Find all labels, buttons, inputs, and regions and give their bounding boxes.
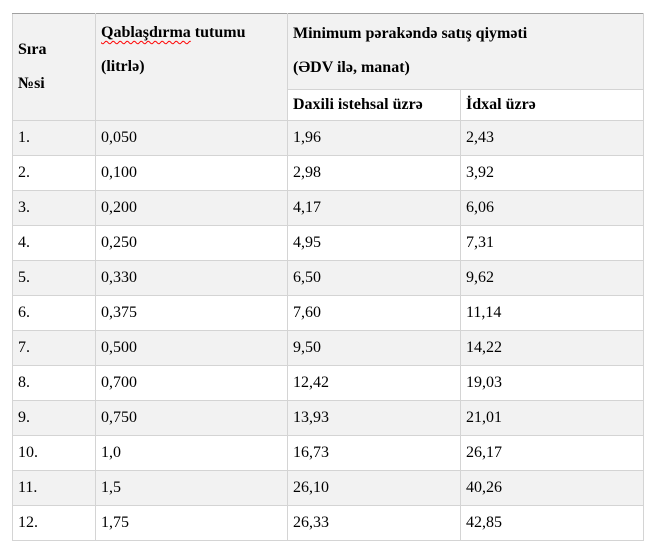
import-price-cell: 3,92 [460, 155, 644, 191]
domestic-price-cell: 26,33 [287, 505, 461, 541]
row-number-cell: 10. [12, 435, 96, 471]
header-row-main: Sıra №si Qablaşdırma tutumu (litrlə) Min… [12, 13, 644, 121]
table-row: 12. 1,75 26,33 42,85 [12, 505, 644, 541]
row-number-cell: 12. [12, 505, 96, 541]
capacity-cell: 0,750 [95, 400, 288, 436]
import-price-cell: 2,43 [460, 120, 644, 156]
row-number-cell: 7. [12, 330, 96, 366]
table-header: Sıra №si Qablaşdırma tutumu (litrlə) Min… [12, 13, 644, 122]
domestic-price-cell: 4,95 [287, 225, 461, 261]
import-price-cell: 21,01 [460, 400, 644, 436]
row-number-cell: 4. [12, 225, 96, 261]
capacity-cell: 0,375 [95, 295, 288, 331]
table-row: 1. 0,050 1,96 2,43 [12, 120, 644, 156]
capacity-cell: 0,330 [95, 260, 288, 296]
min-retail-price-table: Sıra №si Qablaşdırma tutumu (litrlə) Min… [12, 13, 644, 541]
row-number-cell: 9. [12, 400, 96, 436]
import-price-cell: 19,03 [460, 365, 644, 401]
domestic-price-cell: 12,42 [287, 365, 461, 401]
table-row: 8. 0,700 12,42 19,03 [12, 365, 644, 401]
capacity-header-unit: (litrlə) [101, 58, 145, 75]
capacity-cell: 1,5 [95, 470, 288, 506]
domestic-price-cell: 16,73 [287, 435, 461, 471]
row-number-cell: 6. [12, 295, 96, 331]
domestic-price-cell: 7,60 [287, 295, 461, 331]
header-row-sub: Daxili istehsal üzrə İdxal üzrə [13, 88, 644, 122]
col-header-capacity: Qablaşdırma tutumu (litrlə) [95, 13, 288, 121]
import-price-cell: 11,14 [460, 295, 644, 331]
import-price-cell: 42,85 [460, 505, 644, 541]
capacity-cell: 0,700 [95, 365, 288, 401]
domestic-price-cell: 9,50 [287, 330, 461, 366]
table-row: 2. 0,100 2,98 3,92 [12, 155, 644, 191]
domestic-price-cell: 2,98 [287, 155, 461, 191]
table-row: 4. 0,250 4,95 7,31 [12, 225, 644, 261]
capacity-cell: 0,050 [95, 120, 288, 156]
import-price-cell: 7,31 [460, 225, 644, 261]
domestic-price-cell: 6,50 [287, 260, 461, 296]
table-body: 1. 0,050 1,96 2,43 2. 0,100 2,98 3,92 3.… [12, 120, 644, 541]
domestic-price-cell: 13,93 [287, 400, 461, 436]
domestic-price-cell: 26,10 [287, 470, 461, 506]
col-header-row-number: Sıra №si [12, 13, 96, 121]
row-number-cell: 1. [12, 120, 96, 156]
import-price-cell: 26,17 [460, 435, 644, 471]
table-row: 11. 1,5 26,10 40,26 [12, 470, 644, 506]
capacity-header-misspelled-word: Qablaşdırma [101, 24, 191, 41]
row-number-cell: 2. [12, 155, 96, 191]
row-number-cell: 3. [12, 190, 96, 226]
col-header-price-group: Minimum pərakəndə satış qiyməti (ƏDV ilə… [287, 13, 644, 90]
table-row: 3. 0,200 4,17 6,06 [12, 190, 644, 226]
row-number-cell: 8. [12, 365, 96, 401]
table-row: 6. 0,375 7,60 11,14 [12, 295, 644, 331]
capacity-cell: 1,0 [95, 435, 288, 471]
capacity-cell: 0,100 [95, 155, 288, 191]
capacity-cell: 0,500 [95, 330, 288, 366]
table-row: 7. 0,500 9,50 14,22 [12, 330, 644, 366]
table-row: 10. 1,0 16,73 26,17 [12, 435, 644, 471]
col-header-domestic: Daxili istehsal üzrə [287, 88, 461, 122]
import-price-cell: 6,06 [460, 190, 644, 226]
capacity-cell: 0,200 [95, 190, 288, 226]
import-price-cell: 9,62 [460, 260, 644, 296]
capacity-header-rest: tutumu [190, 24, 246, 41]
import-price-cell: 40,26 [460, 470, 644, 506]
row-number-cell: 11. [12, 470, 96, 506]
table-row: 5. 0,330 6,50 9,62 [12, 260, 644, 296]
import-price-cell: 14,22 [460, 330, 644, 366]
domestic-price-cell: 4,17 [287, 190, 461, 226]
row-number-cell: 5. [12, 260, 96, 296]
capacity-cell: 0,250 [95, 225, 288, 261]
col-header-import: İdxal üzrə [460, 88, 644, 122]
domestic-price-cell: 1,96 [287, 120, 461, 156]
table-row: 9. 0,750 13,93 21,01 [12, 400, 644, 436]
capacity-cell: 1,75 [95, 505, 288, 541]
